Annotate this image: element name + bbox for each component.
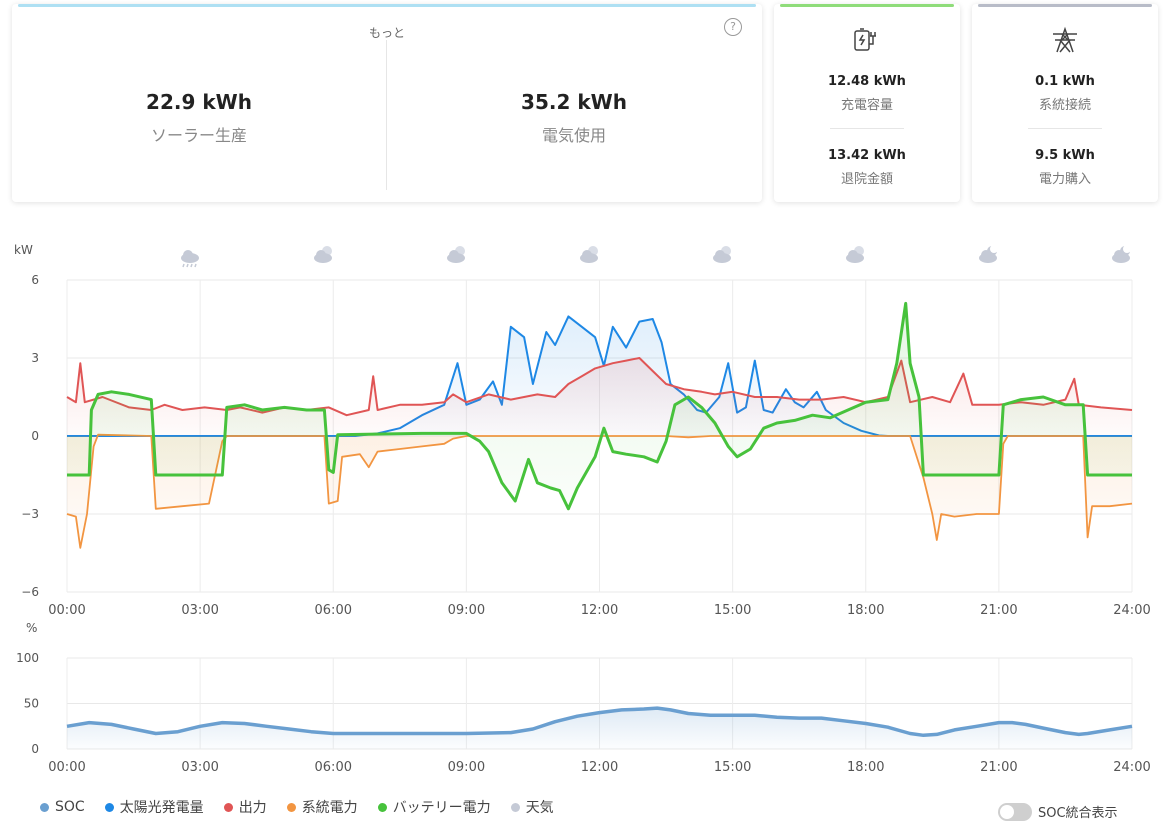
- legend-label: バッテリー電力: [392, 800, 491, 816]
- series-area: [67, 303, 1132, 509]
- y-axis-label: %: [26, 621, 37, 635]
- x-tick-label: 03:00: [181, 760, 218, 775]
- y-axis-label: kW: [14, 243, 33, 257]
- legend-item-grid[interactable]: 系統電力: [286, 797, 358, 817]
- battery-charger-icon: [774, 26, 960, 54]
- x-tick-label: 12:00: [581, 603, 618, 618]
- battery-discharge-value: 13.42 kWh: [828, 148, 906, 163]
- legend-item-weather[interactable]: 天気: [510, 797, 554, 817]
- y-tick-label: 3: [31, 351, 39, 365]
- x-tick-label: 12:00: [581, 760, 618, 775]
- partly-cloudy-night-icon: [1112, 245, 1131, 263]
- toggle-switch[interactable]: [998, 802, 1032, 821]
- x-tick-label: 00:00: [48, 603, 85, 618]
- x-tick-label: 06:00: [315, 603, 352, 618]
- chart-legend: SOC 太陽光発電量 出力 系統電力 バッテリー電力 天気: [40, 796, 574, 818]
- help-icon[interactable]: ?: [724, 18, 742, 36]
- soc-chart: % 100 50 0 00:00 03:00 06:00 09:00 12:00 15:00 18:…: [16, 621, 1151, 775]
- x-tick-label: 03:00: [181, 603, 218, 618]
- y-tick-label: 6: [31, 273, 39, 287]
- grid-import-label: 電力購入: [1038, 172, 1091, 187]
- x-tick-label: 24:00: [1113, 603, 1150, 618]
- summary-accent-bar: [18, 4, 756, 7]
- power-tower-icon: [972, 26, 1158, 54]
- more-link[interactable]: もっと: [368, 26, 405, 40]
- grid-accent-bar: [978, 4, 1152, 7]
- battery-charge-stat: 12.48 kWh 充電容量: [774, 74, 960, 113]
- x-tick-label: 18:00: [847, 603, 884, 618]
- legend-item-output[interactable]: 出力: [223, 797, 267, 817]
- battery-discharge-stat: 13.42 kWh 退院金額: [774, 148, 960, 187]
- x-tick-label: 18:00: [847, 760, 884, 775]
- grid-divider: [1028, 128, 1102, 129]
- x-tick-label: 21:00: [980, 603, 1017, 618]
- legend-label: 太陽光発電量: [119, 800, 204, 816]
- consumption-stat: 35.2 kWh 電気使用: [387, 90, 761, 146]
- grid-import-value: 9.5 kWh: [1035, 148, 1095, 163]
- soc-combined-toggle[interactable]: SOC統合表示: [998, 802, 1118, 821]
- y-tick-label: 100: [16, 651, 39, 665]
- series-line: [66, 706, 1133, 738]
- partly-cloudy-icon: [580, 246, 598, 263]
- y-tick-label: −6: [21, 585, 39, 599]
- consumption-label: 電気使用: [541, 126, 606, 145]
- legend-label: SOC: [55, 799, 85, 815]
- series-line: [67, 301, 1132, 511]
- x-tick-label: 21:00: [980, 760, 1017, 775]
- rain-icon: [181, 250, 199, 268]
- series-line: [66, 433, 1133, 549]
- x-tick-label: 15:00: [714, 760, 751, 775]
- energy-summary-card: もっと ? 22.9 kWh ソーラー生産 35.2 kWh 電気使用: [12, 4, 762, 202]
- battery-accent-bar: [780, 4, 954, 7]
- solar-production-stat: 22.9 kWh ソーラー生産: [12, 90, 386, 146]
- y-tick-label: 50: [24, 697, 39, 711]
- grid-card: 0.1 kWh 系統接続 9.5 kWh 電力購入: [972, 4, 1158, 202]
- battery-divider: [830, 128, 904, 129]
- x-tick-label: 06:00: [315, 760, 352, 775]
- partly-cloudy-icon: [447, 246, 465, 263]
- x-tick-label: 09:00: [448, 603, 485, 618]
- battery-charge-label: 充電容量: [840, 98, 893, 113]
- grid-export-stat: 0.1 kWh 系統接続: [972, 74, 1158, 113]
- toggle-knob: [1000, 804, 1014, 819]
- battery-charge-value: 12.48 kWh: [828, 74, 906, 89]
- legend-dot: [377, 802, 387, 812]
- partly-cloudy-icon: [713, 246, 731, 263]
- grid-import-stat: 9.5 kWh 電力購入: [972, 148, 1158, 187]
- x-tick-label: 24:00: [1113, 760, 1150, 775]
- battery-card: 12.48 kWh 充電容量 13.42 kWh 退院金額: [774, 4, 960, 202]
- x-tick-label: 15:00: [714, 603, 751, 618]
- legend-dot: [510, 802, 520, 812]
- y-tick-label: 0: [31, 742, 39, 756]
- legend-label: 天気: [525, 800, 554, 816]
- y-tick-label: 0: [31, 429, 39, 443]
- x-tick-label: 00:00: [48, 760, 85, 775]
- power-chart: kW 6 3 0 −3 −6 00:00 03:00 06:00 09:00 12:00 15:00 1…: [14, 243, 1151, 618]
- consumption-value: 35.2 kWh: [521, 90, 627, 114]
- partly-cloudy-night-icon: [979, 245, 998, 263]
- legend-dot: [40, 802, 49, 812]
- solar-production-label: ソーラー生産: [150, 126, 247, 145]
- partly-cloudy-icon: [846, 246, 864, 263]
- legend-dot: [286, 802, 296, 812]
- y-tick-label: −3: [21, 507, 39, 521]
- partly-cloudy-icon: [314, 246, 332, 263]
- solar-production-value: 22.9 kWh: [146, 90, 252, 114]
- series-area: [67, 708, 1132, 749]
- legend-dot: [104, 802, 114, 812]
- legend-dot: [223, 802, 233, 812]
- x-tick-label: 09:00: [448, 760, 485, 775]
- legend-item-solar[interactable]: 太陽光発電量: [104, 797, 204, 817]
- legend-label: 出力: [238, 800, 267, 816]
- legend-label: 系統電力: [301, 800, 358, 816]
- battery-discharge-label: 退院金額: [840, 172, 893, 187]
- legend-item-soc[interactable]: SOC: [40, 799, 85, 815]
- grid-export-value: 0.1 kWh: [1035, 74, 1095, 89]
- summary-divider: [386, 40, 387, 190]
- legend-item-battery[interactable]: バッテリー電力: [377, 797, 491, 817]
- grid-export-label: 系統接続: [1038, 98, 1091, 113]
- toggle-label: SOC統合表示: [1038, 806, 1118, 821]
